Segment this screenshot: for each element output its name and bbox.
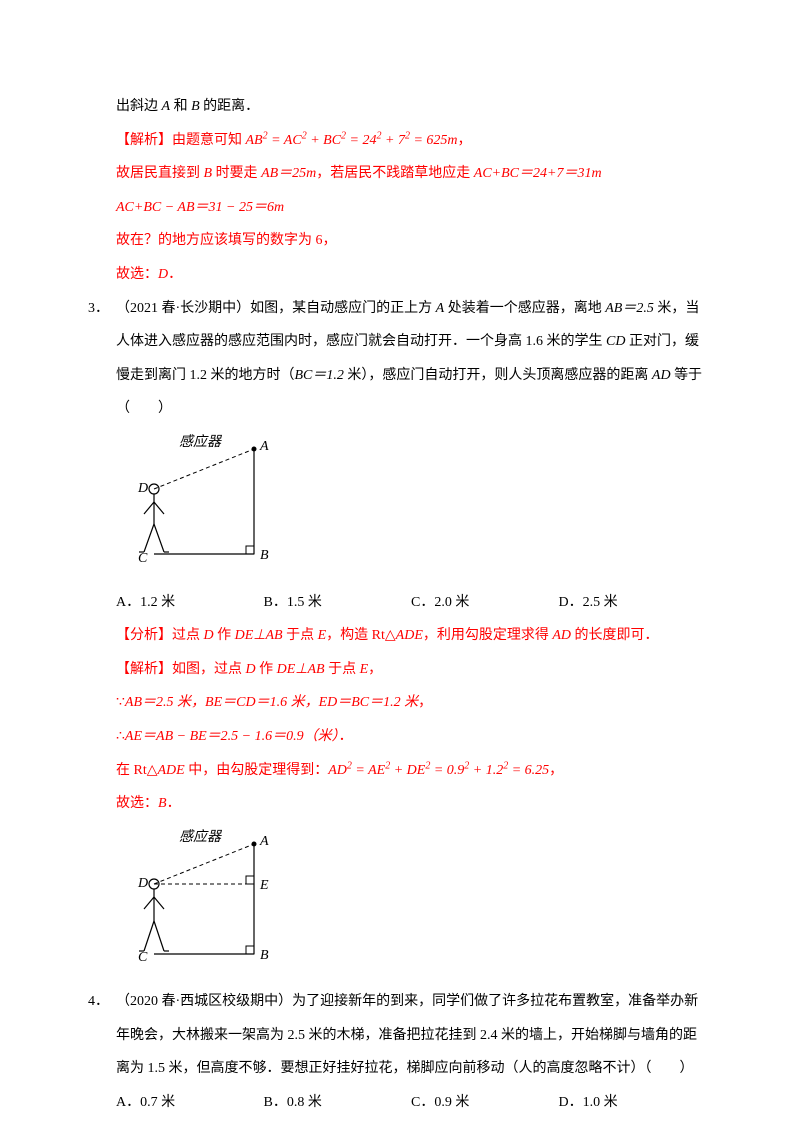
q3-sol3: ∴AE＝AB − BE＝2.5 − 1.6＝0.9（米）．	[116, 720, 706, 754]
page: 出斜边 A 和 B 的距离． 【解析】由题意可知 AB2 = AC2 + BC2…	[0, 0, 794, 1123]
q3-option-d: D．2.5 米	[559, 586, 707, 620]
q4-stem: （2020 春·西城区校级期中）为了迎接新年的到来，同学们做了许多拉花布置教室，…	[116, 985, 706, 1086]
q4: 4． （2020 春·西城区校级期中）为了迎接新年的到来，同学们做了许多拉花布置…	[88, 985, 706, 1086]
q3-option-a: A．1.2 米	[116, 586, 264, 620]
svg-text:E: E	[259, 878, 269, 893]
equation: AB2 = AC2 + BC2 = 242 + 72 = 625m	[246, 133, 458, 148]
equation: AD2 = AE2 + DE2 = 0.92 + 1.22 = 6.25	[328, 763, 549, 778]
q3-option-c: C．2.0 米	[411, 586, 559, 620]
q3-sol4: 在 Rt△ADE 中，由勾股定理得到：AD2 = AE2 + DE2 = 0.9…	[116, 754, 706, 788]
svg-text:C: C	[138, 950, 148, 964]
q3-diagram-2: 感应器 A E B C D	[124, 829, 706, 978]
q3-stem: （2021 春·长沙期中）如图，某自动感应门的正上方 A 处装着一个感应器，离地…	[116, 292, 706, 426]
q3-analysis: 【分析】过点 D 作 DE⊥AB 于点 E，构造 Rt△ADE，利用勾股定理求得…	[116, 619, 706, 653]
q4-number: 4．	[88, 985, 116, 1086]
q2-line5: 故在？的地方应该填写的数字为 6，	[116, 224, 706, 258]
q3-diagram-1: 感应器 A B C D	[124, 434, 706, 578]
svg-text:B: B	[260, 948, 269, 963]
q2-line1: 出斜边 A 和 B 的距离．	[116, 90, 706, 124]
q2-line4: AC+BC − AB＝31 − 25＝6m	[116, 191, 706, 225]
q3-options: A．1.2 米 B．1.5 米 C．2.0 米 D．2.5 米	[116, 586, 706, 620]
q4-options: A．0.7 米 B．0.8 米 C．0.9 米 D．1.0 米	[116, 1086, 706, 1120]
svg-text:感应器: 感应器	[179, 434, 223, 450]
q4-option-c: C．0.9 米	[411, 1086, 559, 1120]
q3-number: 3．	[88, 292, 116, 426]
q3-option-b: B．1.5 米	[264, 586, 412, 620]
q2-answer: 故选：D．	[116, 258, 706, 292]
q3-sol1: 【解析】如图，过点 D 作 DE⊥AB 于点 E，	[116, 653, 706, 687]
q4-option-d: D．1.0 米	[559, 1086, 707, 1120]
svg-text:D: D	[137, 481, 148, 496]
q3-answer: 故选：B．	[116, 787, 706, 821]
q2-line3: 故居民直接到 B 时要走 AB＝25m，若居民不践踏草地应走 AC+BC＝24+…	[116, 157, 706, 191]
q4-option-b: B．0.8 米	[264, 1086, 412, 1120]
q3: 3． （2021 春·长沙期中）如图，某自动感应门的正上方 A 处装着一个感应器…	[88, 292, 706, 426]
q4-option-a: A．0.7 米	[116, 1086, 264, 1120]
svg-text:D: D	[137, 876, 148, 891]
svg-text:A: A	[259, 834, 269, 849]
q2-analysis: 【解析】由题意可知 AB2 = AC2 + BC2 = 242 + 72 = 6…	[116, 124, 706, 158]
svg-text:B: B	[260, 548, 269, 563]
svg-text:A: A	[259, 439, 269, 454]
q3-sol2: ∵AB＝2.5 米，BE＝CD＝1.6 米，ED＝BC＝1.2 米，	[116, 686, 706, 720]
svg-text:感应器: 感应器	[179, 829, 223, 845]
svg-text:C: C	[138, 551, 148, 564]
